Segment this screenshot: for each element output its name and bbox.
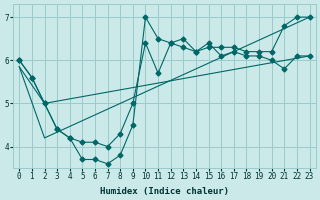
X-axis label: Humidex (Indice chaleur): Humidex (Indice chaleur) <box>100 187 229 196</box>
